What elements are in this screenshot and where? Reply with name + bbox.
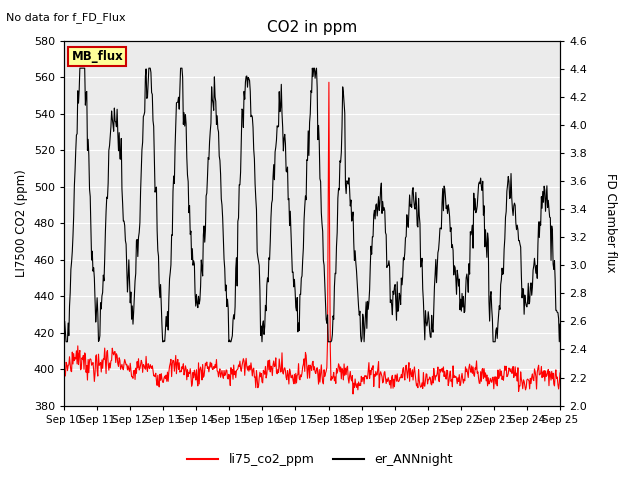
Text: No data for f_FD_Flux: No data for f_FD_Flux: [6, 12, 126, 23]
Y-axis label: LI7500 CO2 (ppm): LI7500 CO2 (ppm): [15, 169, 28, 277]
Title: CO2 in ppm: CO2 in ppm: [267, 21, 357, 36]
Y-axis label: FD Chamber flux: FD Chamber flux: [604, 173, 616, 273]
Text: MB_flux: MB_flux: [72, 50, 123, 63]
Legend: li75_co2_ppm, er_ANNnight: li75_co2_ppm, er_ANNnight: [182, 448, 458, 471]
